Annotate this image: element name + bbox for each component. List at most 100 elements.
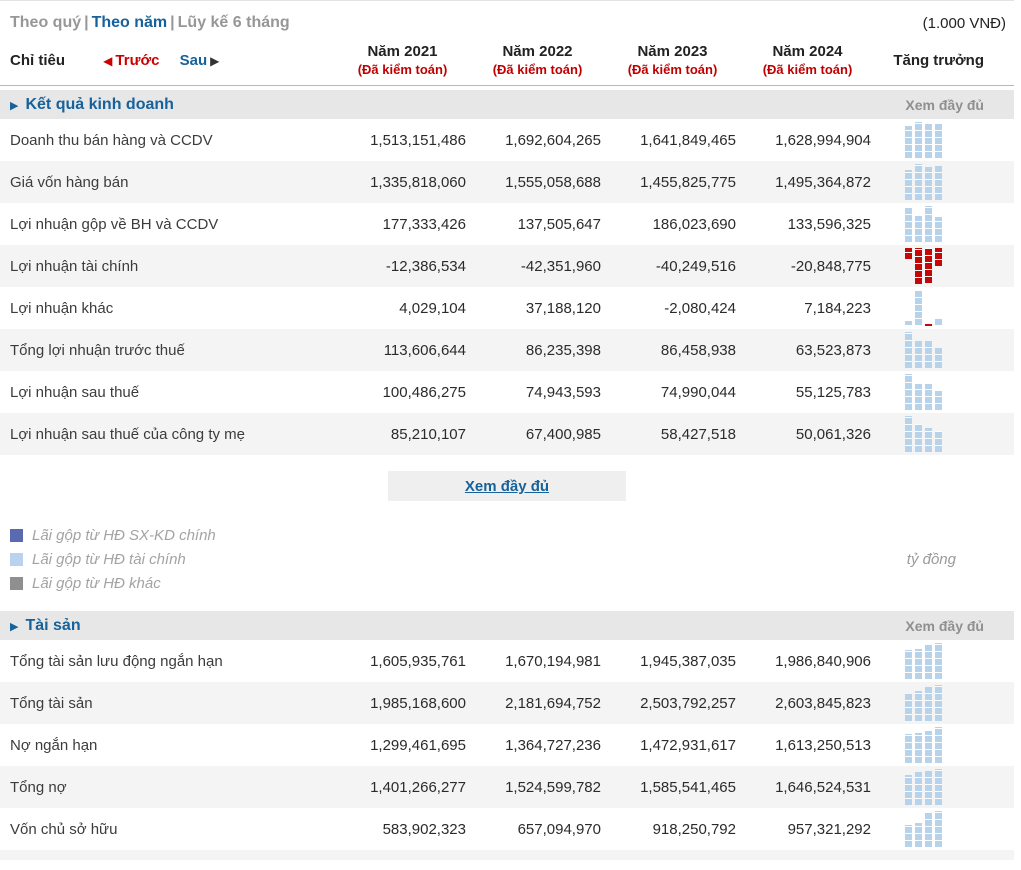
growth-sparkline: [905, 643, 942, 680]
growth-sparkline: [905, 332, 942, 369]
row-value: 58,427,518: [660, 425, 736, 443]
table-row: Lợi nhuận tài chính -12,386,534 -42,351,96…: [0, 245, 1014, 288]
row-value: 86,235,398: [525, 341, 601, 359]
growth-bar-positive: [905, 694, 912, 722]
growth-bar-negative: [905, 248, 912, 259]
growth-sparkline: [905, 685, 942, 722]
growth-bar-negative: [935, 248, 942, 267]
growth-bar-negative: [925, 324, 932, 327]
growth-bar-positive: [915, 383, 922, 411]
section-view-all-link[interactable]: Xem đầy đủ: [905, 617, 984, 634]
row-value: 63,523,873: [795, 341, 871, 359]
prev-columns-button[interactable]: ◀ Trước: [103, 52, 159, 69]
column-header-2021: Năm 2021 (Đã kiểm toán): [357, 43, 448, 77]
row-label: Lợi nhuận tài chính: [10, 257, 139, 275]
growth-cell: [875, 724, 1014, 766]
table-row: Lợi nhuận gộp về BH và CCDV 177,333,426 13…: [0, 203, 1014, 245]
section-header-bar: ▶ Tài sản Xem đầy đủ: [0, 611, 1014, 641]
growth-bar-positive: [925, 166, 932, 201]
growth-bar-positive: [935, 685, 942, 722]
row-value: 1,455,825,775: [640, 173, 736, 191]
growth-cell: [875, 161, 1014, 203]
legend-color-swatch: [10, 552, 23, 566]
growth-bar-positive: [915, 341, 922, 369]
growth-bar-positive: [915, 122, 922, 159]
section-view-all-link[interactable]: Xem đầy đủ: [905, 96, 984, 113]
growth-bar-positive: [905, 650, 912, 680]
growth-bar-positive: [905, 320, 912, 325]
next-columns-button[interactable]: Sau ▶: [180, 52, 220, 69]
row-value: 957,321,292: [787, 820, 871, 838]
table-row: Giá vốn hàng bán 1,335,818,060 1,555,058,6…: [0, 161, 1014, 204]
legend-color-swatch: [10, 528, 23, 542]
row-value: 1,585,541,465: [640, 778, 736, 796]
growth-sparkline: [905, 290, 942, 327]
row-label: Tổng tài sản: [10, 694, 93, 712]
growth-bar-positive: [905, 734, 912, 764]
growth-bar-positive: [925, 427, 932, 453]
row-value: 1,692,604,265: [505, 131, 601, 149]
row-value: 74,990,044: [660, 383, 736, 401]
criteria-label: Chỉ tiêu: [10, 51, 65, 69]
unit-label-ty-dong: tỷ đồng: [906, 550, 956, 568]
growth-column-header: Tăng trưởng: [893, 51, 984, 69]
row-value: 2,603,845,823: [775, 694, 871, 712]
row-value: 37,188,120: [525, 299, 601, 317]
growth-bar-positive: [935, 431, 942, 453]
arrow-left-icon: ◀: [103, 53, 113, 68]
growth-cell: [875, 203, 1014, 245]
section-business-results: ▶ Kết quả kinh doanh Xem đầy đủ Doanh thu b…: [0, 90, 1014, 456]
growth-cell: [875, 640, 1014, 682]
row-value: 1,524,599,782: [505, 778, 601, 796]
growth-bar-positive: [915, 423, 922, 453]
row-label: Lợi nhuận sau thuế của công ty mẹ: [10, 425, 245, 443]
row-value: 137,505,647: [517, 215, 601, 233]
growth-sparkline: [905, 727, 942, 764]
row-value: 186,023,690: [652, 215, 736, 233]
growth-sparkline: [905, 811, 942, 848]
row-label: Doanh thu bán hàng và CCDV: [10, 131, 213, 149]
tab-theo-nam[interactable]: Theo năm: [91, 14, 168, 31]
legend-area: Lãi gộp từ HĐ SX-KD chính Lãi gộp từ HĐ t…: [0, 523, 1014, 595]
tab-theo-quy[interactable]: Theo quý: [10, 14, 82, 31]
table-row: Lợi nhuận sau thuế 100,486,275 74,943,593 7…: [0, 371, 1014, 413]
tab-separator: |: [84, 14, 89, 31]
growth-bar-positive: [915, 732, 922, 764]
legend-item: Lãi gộp từ HĐ SX-KD chính: [10, 523, 216, 547]
table-row: Doanh thu bán hàng và CCDV 1,513,151,486 1…: [0, 119, 1014, 161]
row-label: Tổng tài sản lưu động ngắn hạn: [10, 652, 223, 670]
growth-bar-positive: [925, 770, 932, 806]
growth-sparkline: [905, 374, 942, 411]
growth-bar-positive: [915, 649, 922, 680]
legend-item-label: Lãi gộp từ HĐ khác: [32, 574, 161, 592]
row-value: 74,943,593: [525, 383, 601, 401]
growth-bar-positive: [905, 774, 912, 806]
column-pager: ◀ Trước Sau ▶: [103, 52, 219, 69]
legend-item: Lãi gộp từ HĐ khác: [10, 571, 216, 595]
section-title: ▶ Kết quả kinh doanh: [10, 96, 174, 114]
row-value: 1,335,818,060: [370, 173, 466, 191]
growth-bar-positive: [935, 216, 942, 243]
row-value: 50,061,326: [795, 425, 871, 443]
growth-bar-negative: [915, 248, 922, 285]
growth-sparkline: [905, 164, 942, 201]
row-value: 1,670,194,981: [505, 652, 601, 670]
row-value: 7,184,223: [804, 299, 871, 317]
row-label: Vốn chủ sở hữu: [10, 820, 118, 838]
row-value: 2,181,694,752: [505, 694, 601, 712]
growth-bar-positive: [925, 686, 932, 722]
row-value: 1,495,364,872: [775, 173, 871, 191]
triangle-right-icon: ▶: [10, 99, 19, 112]
table-row: Tổng tài sản lưu động ngắn hạn 1,605,935,…: [0, 640, 1014, 682]
row-value: 1,628,994,904: [775, 131, 871, 149]
view-all-button[interactable]: Xem đầy đủ: [388, 471, 626, 502]
row-value: 1,613,250,513: [775, 736, 871, 754]
growth-bar-positive: [925, 341, 932, 369]
row-value: 1,364,727,236: [505, 736, 601, 754]
growth-cell: [875, 329, 1014, 371]
tab-luy-ke-6-thang[interactable]: Lũy kế 6 tháng: [177, 14, 290, 31]
growth-cell: [875, 682, 1014, 724]
row-value: 85,210,107: [390, 425, 466, 443]
growth-bar-positive: [935, 769, 942, 806]
table-header-left: Chỉ tiêu ◀ Trước Sau ▶: [0, 52, 335, 69]
